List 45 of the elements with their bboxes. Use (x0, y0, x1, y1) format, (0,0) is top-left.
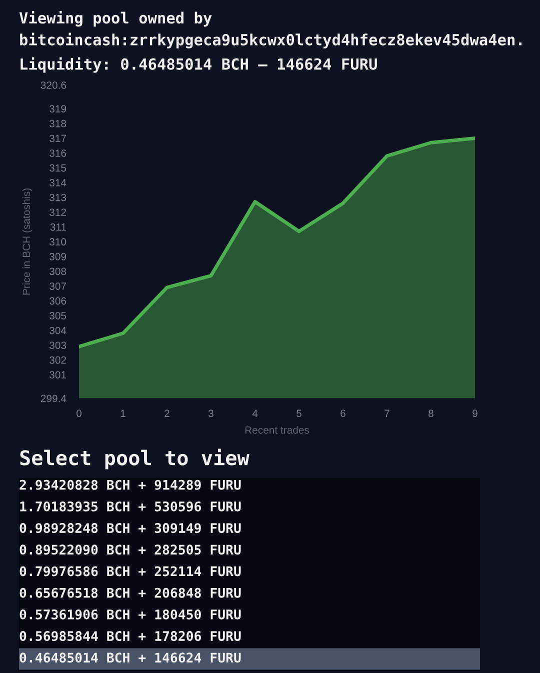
y-tick-label: 302 (50, 356, 66, 364)
y-tick-label: 312 (50, 208, 66, 216)
y-tick-label: 307 (50, 282, 66, 290)
text: 0.57361906 BCH + 180450 FURU (20, 609, 241, 620)
y-tick-label: 306 (50, 297, 66, 305)
chart-title: Viewing pool owned by bitcoincash:zrrkypgeca9u5kcwx0lctyd4hfecz8ekev45dwa4en. (19, 11, 522, 48)
text: 0.65676518 BCH + 206848 FURU (20, 588, 241, 598)
y-tick-label: 305 (50, 312, 66, 320)
x-tick-label: 5 (296, 410, 302, 418)
y-tick-label: 311 (50, 223, 66, 231)
y-tick-label: 304 (50, 326, 66, 334)
x-tick-label: 7 (384, 410, 390, 417)
y-tick-label: 309 (50, 252, 66, 260)
x-tick-label: 6 (340, 410, 346, 418)
text: 0.79976586 BCH + 252114 FURU (20, 566, 241, 576)
y-axis-title: Price in BCH (satoshis) (22, 188, 32, 295)
y-tick-label: 303 (50, 342, 66, 349)
chart-subtitle: Liquidity: 0.46485014 BCH — 146624 FURU (20, 57, 377, 73)
x-tick-label: 2 (164, 410, 170, 417)
y-tick-label: 310 (50, 238, 66, 246)
y-tick-label: 320.6 (40, 82, 66, 89)
text: 2.93420828 BCH + 914289 FURU (20, 480, 241, 490)
y-tick-label: 314 (50, 179, 66, 186)
y-tick-label: 319 (50, 105, 66, 113)
y-tick-label: 308 (50, 268, 66, 276)
x-tick-label: 9 (472, 410, 478, 418)
y-tick-label: 313 (50, 194, 66, 202)
text: 0.56985844 BCH + 178206 FURU (20, 631, 241, 642)
x-axis-title: Recent trades (245, 426, 310, 434)
text: 0.89522090 BCH + 282505 FURU (20, 544, 241, 555)
text: 1.70183935 BCH + 530596 FURU (20, 501, 241, 512)
x-tick-label: 1 (120, 410, 126, 417)
x-tick-label: 0 (76, 410, 82, 418)
y-tick-label: 315 (50, 164, 66, 172)
text: Select pool to view (20, 448, 250, 470)
text: 0.46485014 BCH + 146624 FURU (20, 652, 241, 663)
y-tick-label: 299.4 (40, 394, 66, 402)
y-tick-label: 316 (50, 149, 66, 157)
x-tick-label: 4 (252, 410, 258, 417)
y-tick-label: 317 (50, 134, 66, 142)
x-tick-label: 8 (428, 410, 434, 418)
y-tick-label: 318 (50, 120, 66, 128)
y-tick-label: 301 (50, 371, 66, 379)
text: 0.98928248 BCH + 309149 FURU (20, 523, 241, 534)
x-tick-label: 3 (208, 410, 214, 418)
